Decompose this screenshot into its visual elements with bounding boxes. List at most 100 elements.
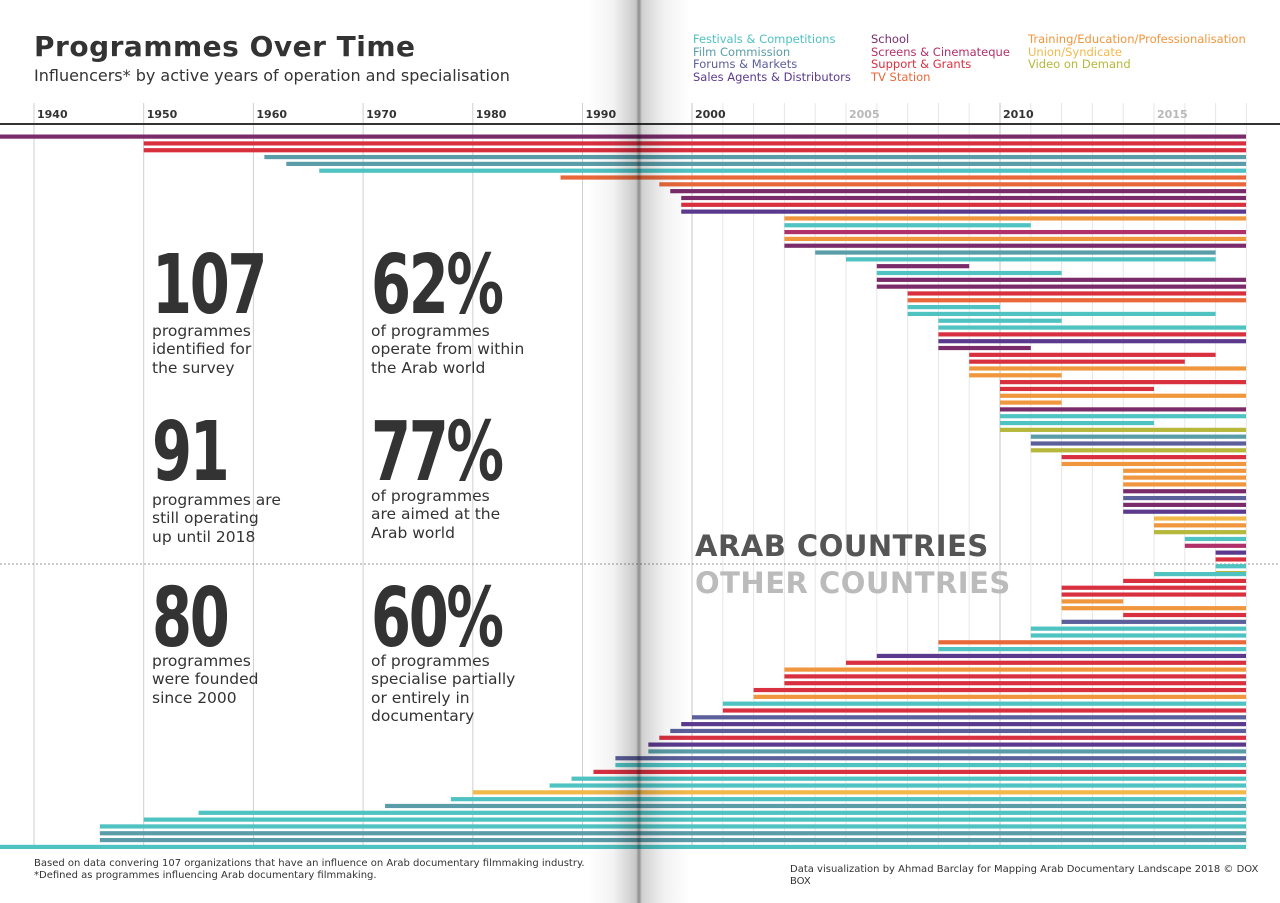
bar-other-16 <box>784 674 1246 679</box>
bar-other-32 <box>549 783 1246 788</box>
legend-item-screens: Screens & Cinemateque <box>871 44 1010 59</box>
region-label-arab: ARAB COUNTRIES <box>695 529 989 563</box>
bar-arab-61 <box>1184 543 1246 548</box>
stat-text-operating: programmes are still operating up until … <box>152 491 281 546</box>
bar-arab-63 <box>1215 557 1246 562</box>
stat-number-operating: 91 <box>152 405 230 500</box>
bar-arab-19 <box>846 257 1216 262</box>
bar-arab-5 <box>286 161 1246 166</box>
stat-text-identified: programmes identified for the survey <box>152 322 252 377</box>
bar-arab-9 <box>670 189 1246 194</box>
bar-other-25 <box>659 735 1246 740</box>
bar-arab-45 <box>1030 434 1246 439</box>
bar-arab-31 <box>938 339 1246 344</box>
bar-other-14 <box>846 660 1246 665</box>
legend-item-support-grants: Support & Grants <box>871 57 972 71</box>
bar-arab-53 <box>1123 489 1246 494</box>
stat-text-founded: programmes were founded since 2000 <box>152 652 259 707</box>
bar-other-7 <box>1123 612 1246 618</box>
bar-arab-2 <box>143 141 1247 146</box>
bar-other-33 <box>472 790 1246 795</box>
bar-other-28 <box>615 756 1246 761</box>
bar-arab-17 <box>784 243 1246 248</box>
bar-arab-44 <box>1000 427 1246 432</box>
tick-label-1980: 1980 <box>476 108 507 121</box>
bar-other-18 <box>753 687 1246 693</box>
page-title: Programmes Over Time <box>34 30 416 63</box>
bar-arab-39 <box>1000 393 1246 398</box>
stat-text-documentary: of programmes specialise partially or en… <box>371 652 516 725</box>
legend-item-film-commission: Film Commission <box>693 44 791 59</box>
bar-arab-47 <box>1030 448 1246 453</box>
stat-number-aimed: 77% <box>371 405 504 500</box>
bar-arab-59 <box>1154 530 1246 535</box>
tick-label-1990: 1990 <box>586 108 617 121</box>
bar-arab-23 <box>876 284 1246 289</box>
legend-column-1: Festivals & Competitions Film Commission… <box>693 33 851 83</box>
footnote: Based on data convering 107 organization… <box>34 858 585 882</box>
bar-other-27 <box>648 749 1246 754</box>
bar-arab-40 <box>1000 400 1062 405</box>
bar-other-8 <box>1061 619 1246 624</box>
stat-text-arab-world: of programmes operate from within the Ar… <box>371 322 525 377</box>
bar-other-20 <box>722 701 1246 706</box>
bar-arab-48 <box>1061 455 1246 460</box>
legend-column-3: Training/Education/Professionalisation U… <box>1028 33 1246 71</box>
bar-arab-13 <box>784 216 1246 221</box>
bar-other-2 <box>1123 578 1246 584</box>
bar-other-15 <box>784 667 1246 672</box>
bar-arab-6 <box>319 168 1247 173</box>
stat-number-documentary: 60% <box>371 571 504 666</box>
bar-arab-16 <box>784 236 1246 241</box>
bar-arab-36 <box>969 373 1062 378</box>
bar-arab-10 <box>681 195 1246 201</box>
bar-arab-18 <box>815 250 1216 255</box>
bar-other-22 <box>692 715 1246 720</box>
tick-label-1940: 1940 <box>37 108 68 121</box>
bar-arab-21 <box>876 270 1062 276</box>
bar-other-6 <box>1061 606 1246 611</box>
bar-other-10 <box>1030 633 1246 638</box>
bar-other-24 <box>670 728 1246 734</box>
bar-other-41 <box>0 844 1246 849</box>
bar-arab-28 <box>938 318 1062 323</box>
bar-arab-14 <box>784 223 1031 228</box>
tick-label-1950: 1950 <box>147 108 178 121</box>
bar-arab-20 <box>876 264 970 269</box>
bar-other-11 <box>938 640 1246 645</box>
bar-other-31 <box>571 776 1246 781</box>
bar-other-40 <box>99 837 1247 843</box>
tick-label-2005: 2005 <box>849 108 880 121</box>
bar-arab-42 <box>1000 414 1246 419</box>
bar-arab-58 <box>1154 523 1246 528</box>
bar-other-5 <box>1061 599 1124 604</box>
bar-arab-34 <box>969 359 1185 364</box>
bar-arab-41 <box>1000 407 1246 412</box>
page-subtitle: Influencers* by active years of operatio… <box>34 66 510 85</box>
bar-other-13 <box>876 653 1246 659</box>
bar-arab-49 <box>1061 461 1246 467</box>
credit: Data visualization by Ahmad Barclay for … <box>790 864 1259 887</box>
bar-arab-38 <box>1000 386 1154 392</box>
bar-other-34 <box>450 797 1246 802</box>
legend-item-vod: Video on Demand <box>1028 57 1131 71</box>
bar-other-9 <box>1030 626 1246 631</box>
bar-other-21 <box>722 708 1246 713</box>
legend-column-2: School Screens & Cinemateque Support & G… <box>871 33 1010 83</box>
bar-other-23 <box>681 722 1246 727</box>
bar-arab-11 <box>681 202 1246 207</box>
legend-item-sales-agents: Sales Agents & Distributors <box>693 69 851 84</box>
bar-arab-35 <box>969 366 1246 371</box>
bar-arab-54 <box>1123 495 1246 501</box>
bar-arab-60 <box>1184 536 1246 542</box>
bar-arab-32 <box>938 345 1031 351</box>
bar-arab-22 <box>876 277 1246 282</box>
bar-arab-3 <box>143 148 1247 153</box>
bar-arab-51 <box>1123 475 1246 480</box>
bar-arab-33 <box>969 352 1216 357</box>
bar-arab-24 <box>907 291 1246 296</box>
bar-other-37 <box>143 817 1247 822</box>
tick-label-2015: 2015 <box>1157 108 1188 121</box>
bar-arab-64 <box>1215 564 1246 569</box>
